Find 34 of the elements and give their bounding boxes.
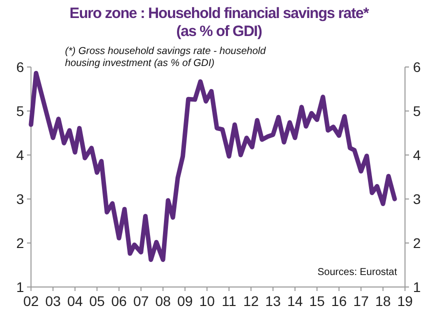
x-tick-label: 10: [199, 293, 215, 309]
annotation: Sources: Eurostat: [318, 267, 398, 278]
x-tick-label: 13: [265, 293, 281, 309]
x-tick-label: 16: [331, 293, 347, 309]
y2-tick-label: 5: [413, 102, 421, 119]
x-tick-label: 11: [222, 293, 236, 309]
x-tick-label: 09: [177, 293, 193, 309]
y-tick-label: 2: [16, 234, 24, 251]
x-tick-label: 07: [133, 293, 149, 309]
y-tick-label: 3: [16, 190, 24, 207]
line-series: [28, 70, 397, 262]
y-tick-label: 1: [16, 278, 24, 295]
x-tick-label: 18: [375, 293, 391, 309]
y-tick-label: 5: [16, 102, 24, 119]
x-tick-label: 12: [243, 293, 259, 309]
annotation: (*) Gross household savings rate - household housing investment (as % of GDI): [65, 46, 266, 69]
y2-tick-label: 3: [413, 190, 421, 207]
x-tick-label: 08: [155, 293, 171, 309]
x-tick-label: 06: [111, 293, 127, 309]
x-tick-label: 03: [45, 293, 61, 309]
chart-title: Euro zone : Household financial savings rate* (as % of GDI): [70, 5, 370, 40]
y2-tick-label: 1: [413, 278, 421, 295]
y2-tick-label: 6: [413, 58, 421, 75]
x-tick-label: 19: [397, 293, 413, 309]
x-tick-label: 02: [23, 293, 39, 309]
x-tick-label: 14: [287, 293, 303, 309]
y2-tick-label: 4: [413, 146, 421, 163]
y-tick-label: 4: [16, 146, 24, 163]
y2-tick-label: 2: [413, 234, 421, 251]
x-tick-label: 17: [353, 293, 369, 309]
x-tick-label: 15: [309, 293, 325, 309]
y-tick-label: 6: [16, 58, 24, 75]
x-tick-label: 04: [67, 293, 83, 309]
x-tick-label: 05: [89, 293, 105, 309]
